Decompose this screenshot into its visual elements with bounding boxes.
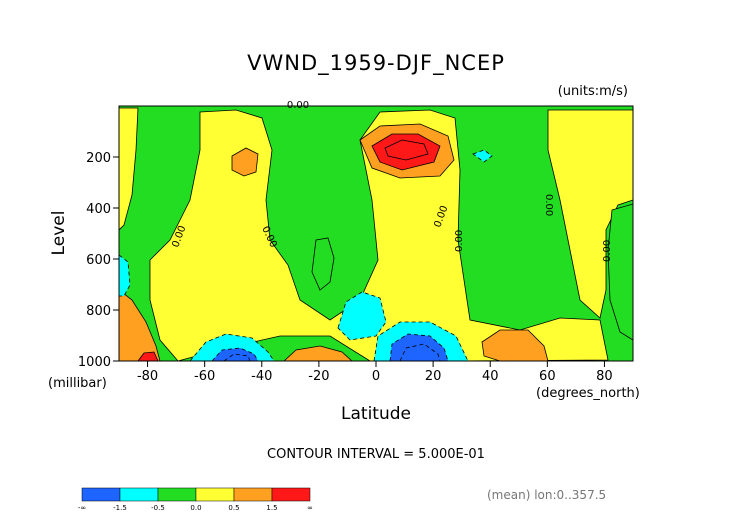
colorbar-swatch [81,487,121,502]
x-tick-label: -40 [251,369,272,384]
positive-region-north [547,109,633,319]
sfc-orange-south [119,289,161,361]
x-axis: -80 -60 -40 -20 0 20 40 60 80 [137,361,613,384]
cyan-region-equator [337,291,387,341]
colorbar-swatch [119,487,159,502]
units-label: (units:m/s) [558,84,628,99]
colorbar-label: -1.5 [113,504,127,512]
colorbar-label: 0.0 [190,504,201,512]
colorbar-label: 1.5 [266,504,277,512]
colorbar-label: -0.5 [151,504,165,512]
colorbar: -∞ -1.5 -0.5 0.0 0.5 1.5 ∞ [78,487,313,512]
cyan-region-southpole [119,254,131,297]
inner-contour-sfc-equator [399,343,441,361]
positive-region-topleft [119,107,139,231]
near-zero-island-1 [311,237,335,291]
x-tick-label: -80 [137,369,158,384]
colorbar-swatch [233,487,273,502]
cyan-spot-upper [472,149,493,163]
x-axis-unit: (degrees_north) [536,386,640,401]
inner-contour-sfc-south [223,353,251,361]
y-tick-label: 200 [86,151,111,166]
x-tick-label: 60 [539,369,556,384]
sfc-orange-north [481,329,549,361]
x-tick-label: -20 [308,369,329,384]
x-tick-label: -60 [194,369,215,384]
sfc-blue-south [211,347,259,361]
y-tick-label: 1000 [78,355,111,370]
y-tick-label: 400 [86,202,111,217]
contour-label: 0.00 [543,194,554,216]
sfc-orange-mid [283,345,353,361]
y-tick-label: 800 [86,304,111,319]
near-zero-island-2 [607,203,633,341]
y-tick-label: 600 [86,253,111,268]
colorbar-label: -∞ [78,504,86,512]
contour-label: 0.00 [454,230,465,252]
mean-text: (mean) lon:0..357.5 [487,488,606,502]
y-axis-label: Level [49,211,69,256]
colorbar-swatch [271,487,311,502]
colorbar-label: ∞ [307,504,313,512]
y-axis: 200 400 600 800 1000 [78,151,119,370]
colorbar-swatch [157,487,197,502]
colorbar-swatch [195,487,235,502]
inner-contour-jet [384,139,429,161]
x-tick-label: 0 [372,369,380,384]
chart-title: VWND_1959-DJF_NCEP [247,51,505,76]
plot-area [119,106,633,361]
positive-region-southern [149,109,609,361]
contour-interval-text: CONTOUR INTERVAL = 5.000E-01 [267,447,485,462]
southern-orange-blob [231,147,259,177]
jet-max-red [371,133,441,171]
x-tick-label: 80 [596,369,613,384]
x-axis-label: Latitude [341,404,411,424]
contour-label: 0.00 [602,240,613,262]
y-axis-unit: (millibar) [48,376,107,391]
colorbar-label: 0.5 [228,504,239,512]
x-tick-label: 20 [425,369,442,384]
sfc-red-south [137,351,159,361]
sfc-blue-equator [389,333,449,361]
x-tick-label: 40 [482,369,499,384]
